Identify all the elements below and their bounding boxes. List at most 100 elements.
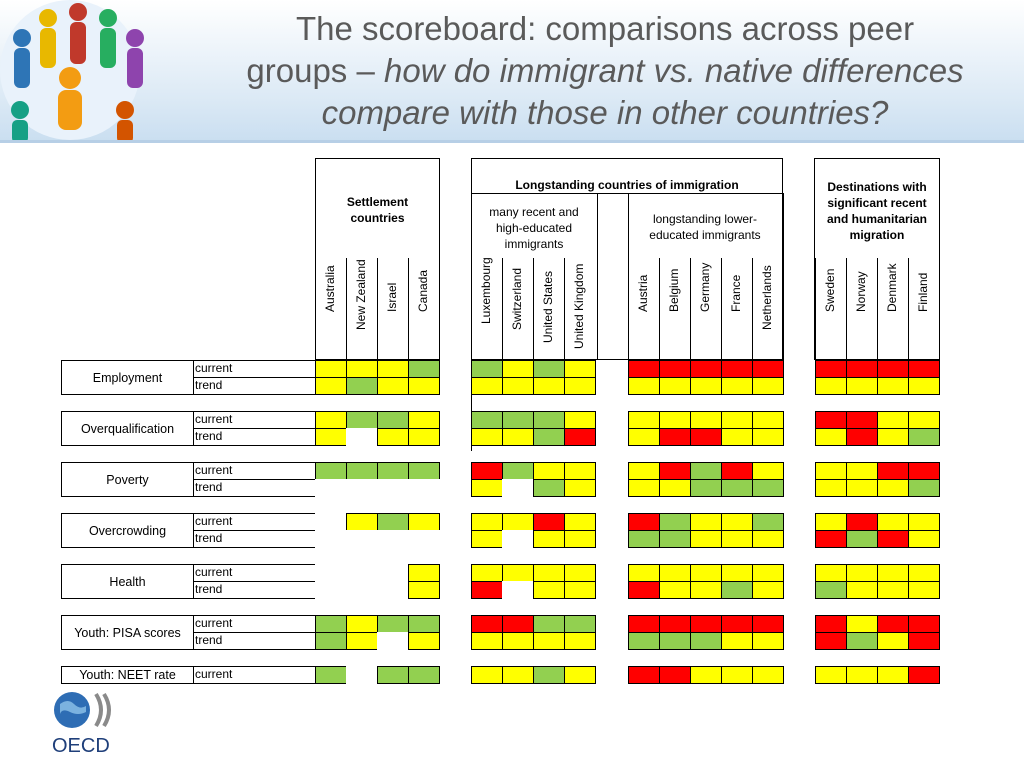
title-line-3: compare with those in other countries? [321,94,889,131]
score-cell [752,479,784,497]
score-cell [533,615,565,633]
column-divider [721,258,722,359]
score-cell [659,428,691,446]
score-cell [471,411,503,429]
score-cell [377,377,409,395]
score-cell [628,479,660,497]
score-cell [908,666,940,684]
score-cell [502,581,534,599]
score-cell [346,530,378,548]
column-divider [815,258,816,359]
score-cell [533,411,565,429]
column-divider [659,258,660,359]
score-cell [628,428,660,446]
row-label-trend: trend [193,479,316,497]
score-cell [377,411,409,429]
score-cell [721,564,753,582]
score-cell [659,462,691,480]
score-cell [471,377,503,395]
score-cell [564,666,596,684]
score-cell [752,428,784,446]
score-cell [502,632,534,650]
score-cell [690,564,722,582]
score-cell [721,479,753,497]
score-cell [564,564,596,582]
score-cell [471,615,503,633]
score-cell [721,632,753,650]
score-cell [502,530,534,548]
score-cell [846,581,878,599]
score-cell [564,513,596,531]
score-cell [564,360,596,378]
score-cell [533,564,565,582]
indicator-label: Health [61,564,194,599]
score-cell [659,666,691,684]
score-cell [877,581,909,599]
score-cell [533,360,565,378]
score-cell [659,581,691,599]
score-cell [471,428,503,446]
row-label-current: current [193,513,316,531]
row-label-current: current [193,462,316,480]
score-cell [690,411,722,429]
score-cell [377,462,409,480]
column-divider [908,258,909,359]
score-cell [908,581,940,599]
score-cell [752,632,784,650]
row-label-current: current [193,360,316,378]
score-cell [846,564,878,582]
country-label: New Zealand [354,259,368,331]
country-label: Canada [416,269,430,312]
score-cell [315,462,347,480]
score-cell [564,479,596,497]
score-cell [502,564,534,582]
score-cell [815,411,847,429]
score-cell [846,615,878,633]
longstanding-header [471,158,783,360]
score-cell [377,615,409,633]
score-cell [908,360,940,378]
score-cell [846,513,878,531]
column-divider [346,258,347,359]
score-cell [377,632,409,650]
score-cell [721,513,753,531]
row-label-trend: trend [193,632,316,650]
score-cell [690,632,722,650]
score-cell [502,513,534,531]
score-cell [564,411,596,429]
score-cell [846,411,878,429]
country-label: Norway [854,271,868,312]
indicator-label: Employment [61,360,194,395]
score-cell [659,632,691,650]
score-cell [877,530,909,548]
row-label-current: current [193,666,316,684]
score-cell [315,564,347,582]
score-cell [377,581,409,599]
score-cell [471,632,503,650]
score-cell [908,632,940,650]
score-cell [721,360,753,378]
column-divider [752,258,753,359]
score-cell [315,428,347,446]
country-label: United States [541,270,555,343]
score-cell [752,530,784,548]
score-cell [408,360,440,378]
score-cell [408,377,440,395]
score-cell [752,411,784,429]
score-cell [628,564,660,582]
score-cell [564,377,596,395]
score-cell [471,530,503,548]
score-cell [815,615,847,633]
score-cell [815,666,847,684]
country-label: Sweden [823,268,837,312]
score-cell [877,632,909,650]
score-cell [346,513,378,531]
score-cell [502,462,534,480]
score-cell [659,411,691,429]
score-cell [533,428,565,446]
score-cell [628,666,660,684]
score-cell [533,462,565,480]
score-cell [628,632,660,650]
title-line-1: The scoreboard: comparisons across peer [295,10,915,47]
score-cell [908,513,940,531]
